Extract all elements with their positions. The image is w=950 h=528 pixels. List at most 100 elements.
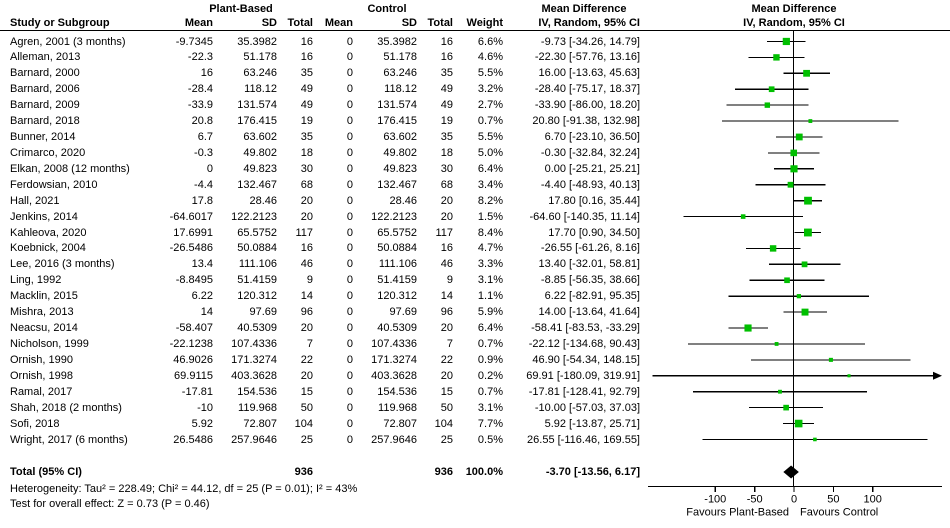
control-total: 16: [440, 242, 453, 255]
plant-total: 49: [300, 99, 313, 112]
control-mean: 0: [346, 258, 353, 271]
plant-mean: 17.6991: [173, 226, 213, 239]
control-mean: 0: [346, 162, 353, 175]
ci-text: -64.60 [-140.35, 11.14]: [529, 210, 641, 223]
total-control-total: 936: [434, 466, 453, 478]
control-total: 117: [435, 226, 453, 239]
study-name: Ferdowsian, 2010: [10, 178, 98, 191]
control-mean: 0: [346, 290, 353, 303]
plant-sd: 119.968: [238, 401, 277, 414]
control-total: 68: [440, 178, 453, 191]
column-header-study: Study or Subgroup: [10, 17, 110, 29]
control-mean: 0: [346, 115, 353, 128]
table-row: Alleman, 2013 -22.3 51.178 16 0 51.178 16 4.6% -…: [0, 49, 950, 65]
plant-mean: -26.5486: [169, 242, 213, 255]
control-sd: 403.3628: [371, 369, 417, 382]
ci-arrow-right: [933, 371, 942, 380]
ci-text: -8.85 [-56.35, 38.66]: [540, 274, 640, 287]
control-sd: 35.3982: [377, 35, 417, 48]
weight: 3.4%: [477, 178, 503, 191]
ci-text: 0.00 [-25.21, 25.21]: [544, 162, 640, 175]
favours-right-label: Favours Control: [800, 507, 878, 519]
control-total: 20: [440, 210, 453, 223]
plant-total: 35: [300, 67, 313, 80]
control-mean: 0: [346, 369, 353, 382]
mean-marker: [808, 119, 813, 123]
ci-text: -10.00 [-57.03, 37.03]: [534, 401, 640, 414]
plant-sd: 51.178: [243, 51, 277, 64]
plant-sd: 107.4336: [231, 337, 277, 350]
ci-text: -22.12 [-134.68, 90.43]: [528, 337, 640, 350]
study-name: Mishra, 2013: [10, 306, 74, 319]
plant-total: 49: [300, 83, 313, 96]
ci-text: 69.91 [-180.09, 319.91]: [526, 369, 640, 382]
control-mean: 0: [346, 242, 353, 255]
ci-text: -9.73 [-34.26, 14.79]: [540, 35, 640, 48]
control-sd: 50.0884: [377, 242, 417, 255]
plant-sd: 120.312: [237, 290, 277, 303]
study-name: Crimarco, 2020: [10, 146, 86, 159]
control-sd: 120.312: [377, 290, 417, 303]
ci-text: -26.55 [-61.26, 8.16]: [540, 242, 640, 255]
mean-marker: [813, 437, 817, 442]
plant-mean: -10: [197, 401, 213, 414]
plant-sd: 28.46: [249, 194, 277, 207]
control-mean: 0: [346, 99, 353, 112]
weight: 6.6%: [477, 35, 503, 48]
study-name: Barnard, 2018: [10, 115, 80, 128]
weight: 8.4%: [477, 226, 503, 239]
control-sd: 49.823: [383, 162, 417, 175]
control-mean: 0: [346, 306, 353, 319]
control-mean: 0: [346, 385, 353, 398]
plant-sd: 132.467: [237, 178, 277, 191]
plant-mean: 17.8: [191, 194, 213, 207]
control-sd: 63.246: [383, 67, 417, 80]
plant-sd: 50.0884: [237, 242, 277, 255]
plant-mean: -64.6017: [169, 210, 213, 223]
study-name: Lee, 2016 (3 months): [10, 258, 115, 271]
weight: 0.7%: [477, 385, 503, 398]
table-row: Barnard, 2018 20.8 176.415 19 0 176.415 19 0.7%…: [0, 113, 950, 129]
mean-marker: [790, 165, 798, 173]
plant-mean: 16: [200, 67, 213, 80]
mean-marker: [801, 261, 808, 268]
plant-sd: 131.574: [237, 99, 277, 112]
weight: 4.7%: [477, 242, 503, 255]
column-header-mean-difference-plot: Mean Difference: [751, 3, 837, 15]
ci-text: 20.80 [-91.38, 132.98]: [532, 115, 640, 128]
plant-sd: 176.415: [237, 115, 277, 128]
heterogeneity-line: Heterogeneity: Tau² = 228.49; Chi² = 44.…: [10, 483, 358, 495]
control-total: 49: [440, 99, 453, 112]
mean-marker: [768, 86, 775, 93]
plant-mean: 6.7: [197, 131, 213, 144]
study-name: Barnard, 2009: [10, 99, 80, 112]
weight: 5.5%: [477, 67, 503, 80]
control-mean: 0: [346, 83, 353, 96]
plant-mean: -0.3: [194, 146, 213, 159]
ci-text: -33.90 [-86.00, 18.20]: [534, 99, 640, 112]
mean-marker: [790, 149, 798, 157]
mean-marker: [828, 357, 833, 362]
plant-mean: -58.407: [175, 322, 213, 335]
control-sd: 97.69: [389, 306, 417, 319]
control-mean: 0: [346, 226, 353, 239]
table-row: Macklin, 2015 6.22 120.312 14 0 120.312 14 1.1%…: [0, 288, 950, 304]
control-sd: 28.46: [389, 194, 417, 207]
study-name: Nicholson, 1999: [10, 337, 89, 350]
ci-text: 46.90 [-54.34, 148.15]: [532, 353, 640, 366]
table-row: Bunner, 2014 6.7 63.602 35 0 63.602 35 5.5% 6.70…: [0, 129, 950, 145]
plant-sd: 63.246: [243, 67, 277, 80]
control-sd: 72.807: [383, 417, 417, 430]
study-name: Bunner, 2014: [10, 131, 76, 144]
plant-mean: 69.9115: [174, 369, 213, 382]
control-total: 46: [440, 258, 453, 271]
plant-total: 20: [300, 194, 313, 207]
mean-marker: [744, 324, 752, 332]
control-total: 49: [440, 83, 453, 96]
weight: 6.4%: [477, 162, 503, 175]
plant-total: 16: [300, 35, 313, 48]
mean-marker: [794, 419, 803, 428]
ci-text: 26.55 [-116.46, 169.55]: [527, 433, 640, 446]
control-sd: 107.4336: [371, 337, 417, 350]
table-row: Ling, 1992 -8.8495 51.4159 9 0 51.4159 9 3.1% -8…: [0, 272, 950, 288]
